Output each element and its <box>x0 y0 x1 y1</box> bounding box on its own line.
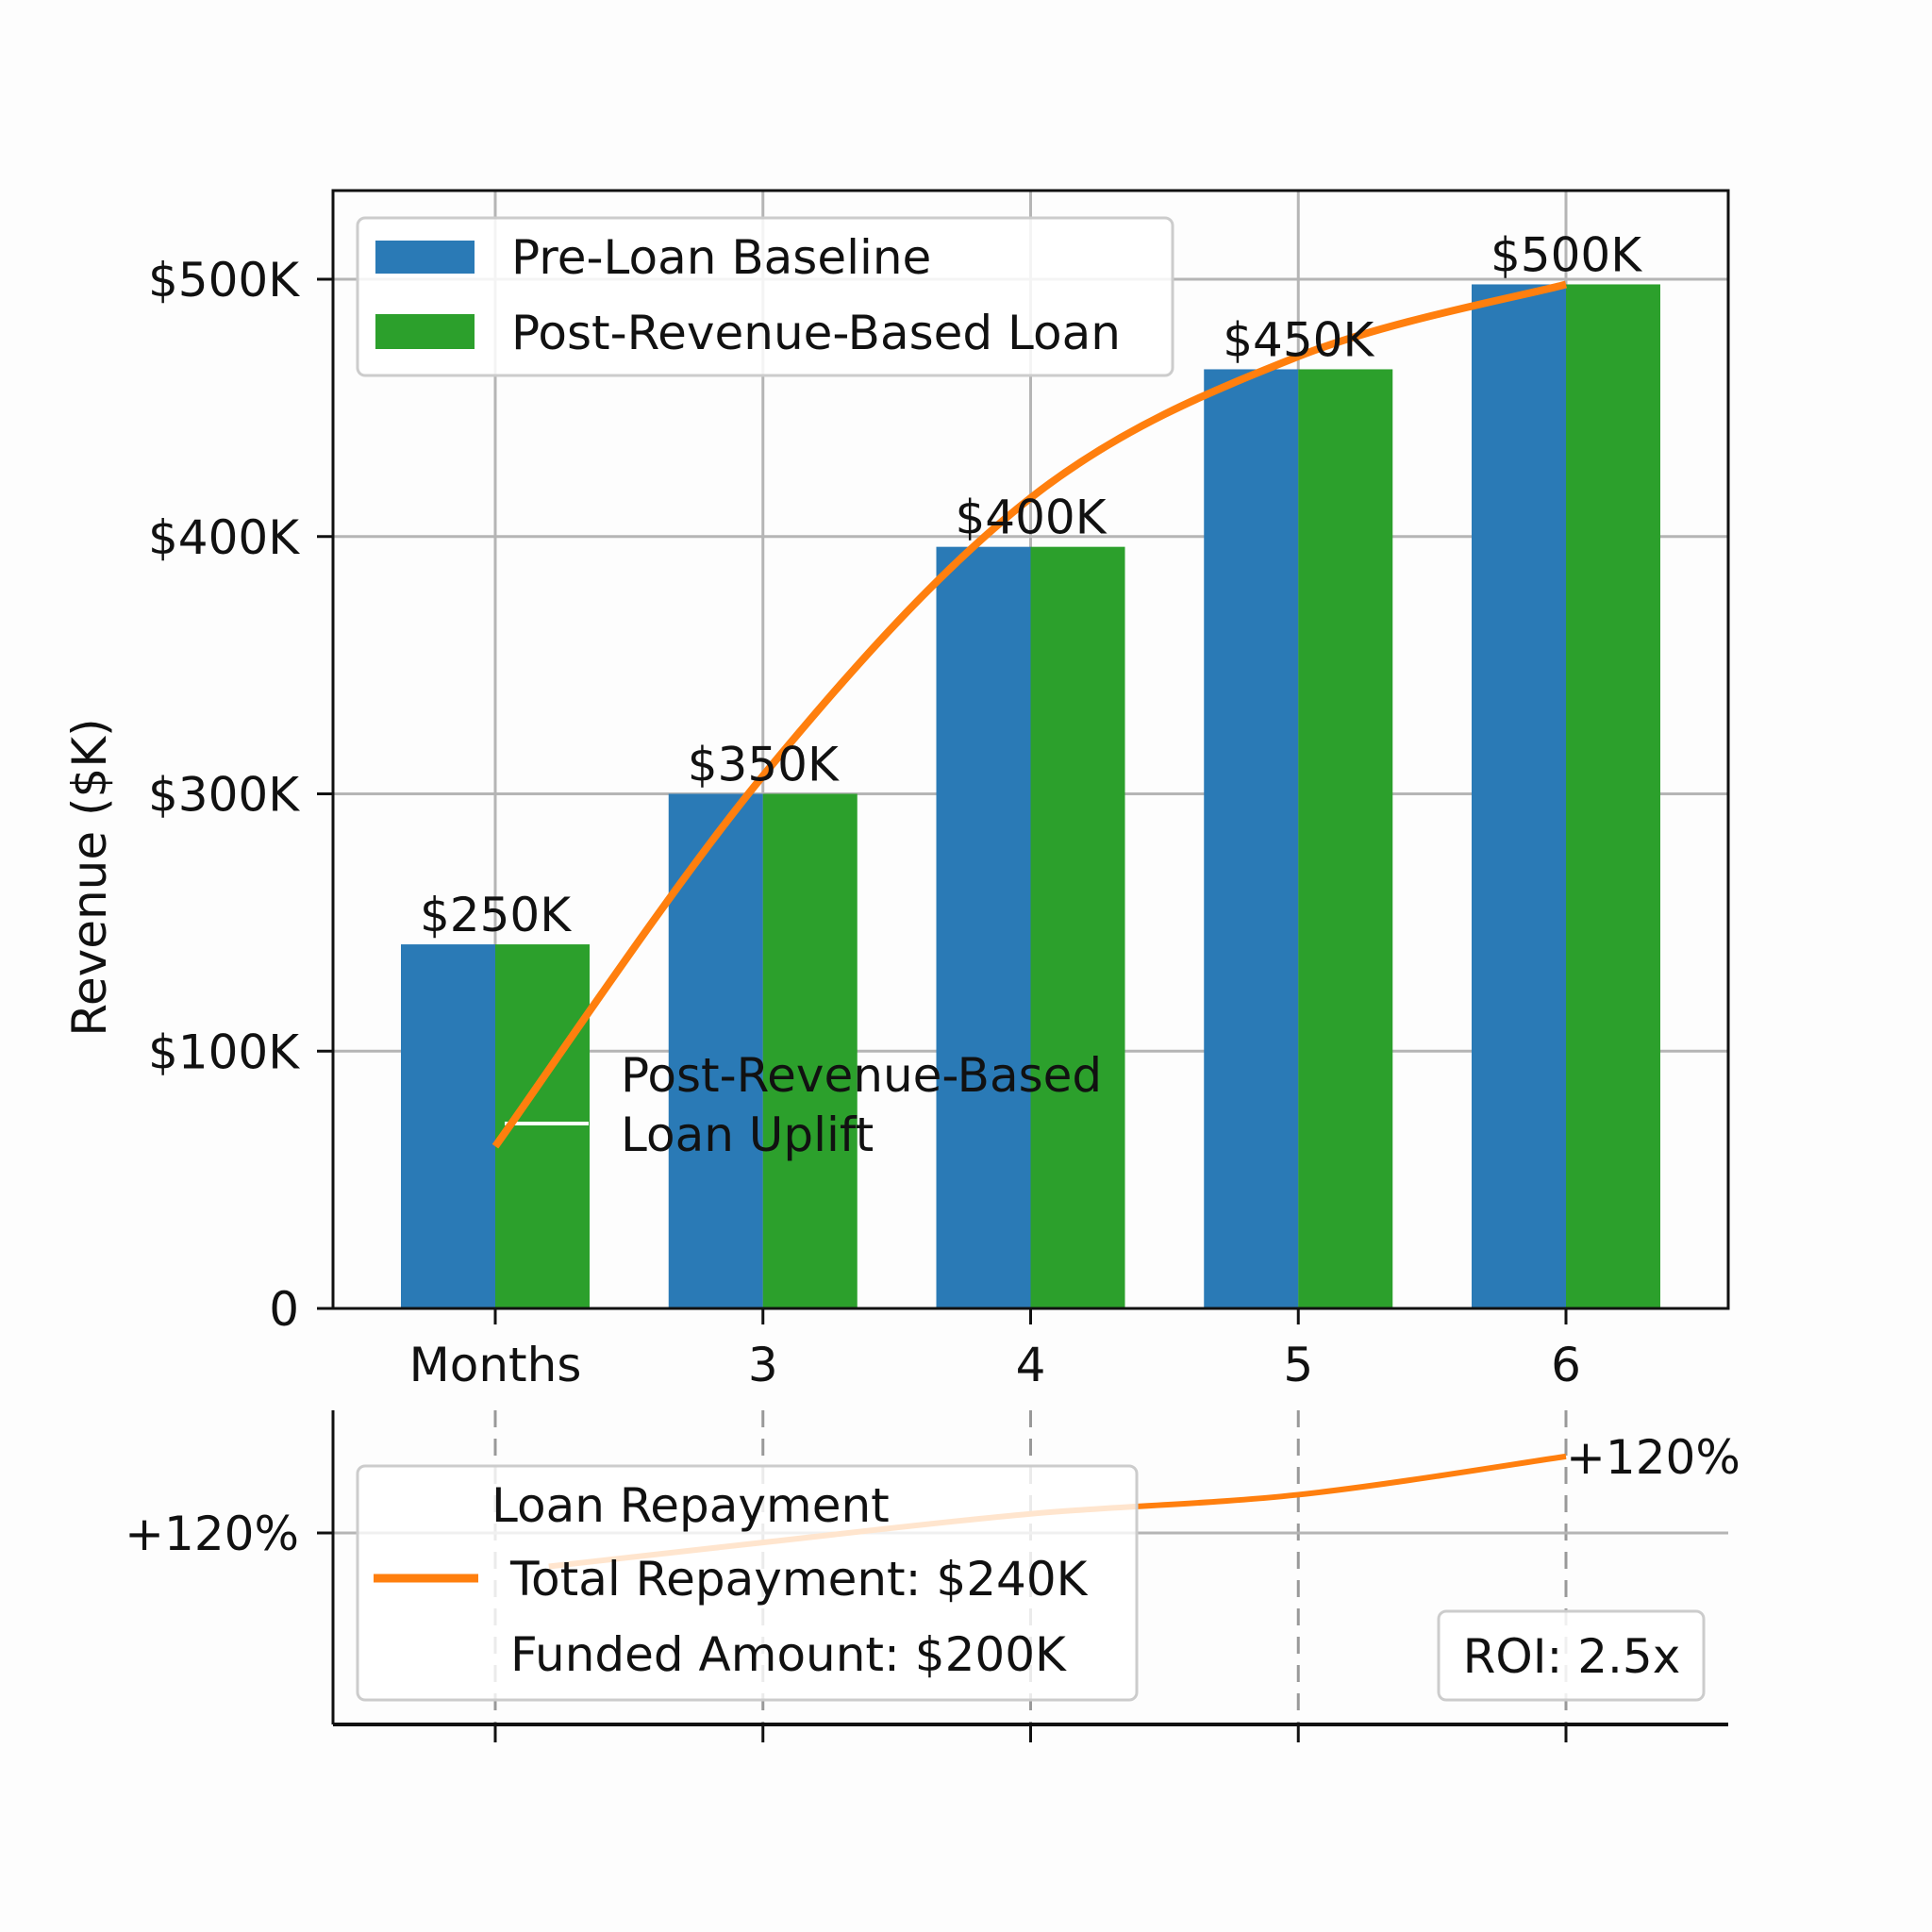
bar-post-loan <box>1298 369 1393 1308</box>
bar-pre-loan <box>401 944 495 1308</box>
annotation-line2: Loan Uplift <box>621 1108 874 1162</box>
y-tick-label: $300K <box>148 768 300 823</box>
repayment-legend-title: Loan Repayment <box>491 1478 890 1533</box>
x-tick-label: 5 <box>1283 1338 1313 1392</box>
y-tick-label: $500K <box>148 253 300 308</box>
repayment-legend-entry: Total Repayment: $240K <box>509 1552 1089 1607</box>
roi-box: ROI: 2.5x <box>1437 1609 1706 1702</box>
data-label: $350K <box>688 738 840 792</box>
main-legend-box <box>356 216 1174 377</box>
y-tick-label: $100K <box>148 1024 300 1079</box>
funded-amount-text: Funded Amount: $200K <box>510 1627 1067 1682</box>
data-label: $500K <box>1491 227 1642 282</box>
bars <box>401 284 1660 1309</box>
bar-post-loan <box>762 793 858 1308</box>
data-label: $250K <box>420 888 572 942</box>
roi-text: ROI: 2.5x <box>1463 1629 1681 1684</box>
bar-pre-loan <box>936 546 1031 1308</box>
growth-line <box>491 280 1568 1149</box>
bar-post-loan <box>1030 546 1125 1308</box>
x-tick-label: 4 <box>1016 1338 1046 1392</box>
annotation-line1: Post-Revenue-Based <box>621 1048 1102 1103</box>
bar-post-loan <box>1566 284 1660 1309</box>
legend-swatch-pre-loan <box>375 241 475 274</box>
data-labels: $250K $350K $400K $450K $500K <box>420 227 1642 942</box>
repayment-legend-box <box>356 1464 1139 1702</box>
legend-swatch-post-loan <box>375 314 475 349</box>
data-label: $450K <box>1223 312 1374 367</box>
legend-label-pre-loan: Pre-Loan Baseline <box>511 230 931 285</box>
x-tick-label: 3 <box>748 1338 778 1392</box>
bar-pre-loan <box>1472 284 1566 1309</box>
y-tick-label: $400K <box>148 510 300 565</box>
bar-pre-loan <box>1204 369 1299 1308</box>
y-tick-label: 0 <box>269 1282 299 1337</box>
data-label: $400K <box>955 491 1107 545</box>
roi-box-frame <box>1437 1609 1706 1702</box>
x-tick-label: 6 <box>1551 1338 1581 1392</box>
lower-end-label: +120% <box>1566 1430 1740 1485</box>
lower-y-tick-label: +120% <box>125 1507 299 1561</box>
repayment-legend: Loan Repayment Total Repayment: $240K Fu… <box>356 1464 1139 1702</box>
y-axis-ticks: 0 $100K $300K $400K $500K <box>148 253 333 1337</box>
y-axis-label: Revenue ($K) <box>62 718 117 1036</box>
x-tick-label: Months <box>409 1338 582 1392</box>
legend-label-post-loan: Post-Revenue-Based Loan <box>511 306 1121 360</box>
main-legend: Pre-Loan Baseline Post-Revenue-Based Loa… <box>356 216 1174 377</box>
x-axis-ticks: Months 3 4 5 6 <box>409 1308 1581 1392</box>
